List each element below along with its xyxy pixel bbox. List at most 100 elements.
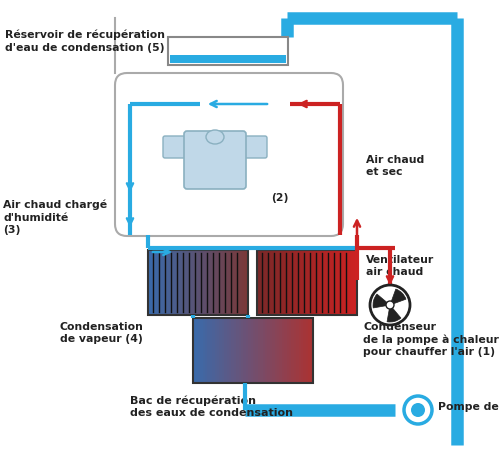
Bar (329, 250, 332, 315)
Bar (218, 250, 220, 315)
Bar (193, 318, 196, 383)
Text: Ventilateur
air chaud: Ventilateur air chaud (366, 255, 434, 278)
Wedge shape (387, 305, 401, 322)
Bar (279, 250, 281, 315)
Bar (229, 318, 232, 383)
Bar (261, 250, 264, 315)
Bar (273, 250, 276, 315)
Circle shape (411, 403, 425, 417)
Bar (305, 250, 308, 315)
FancyBboxPatch shape (115, 73, 343, 236)
Bar (244, 318, 246, 383)
Bar (283, 250, 286, 315)
Bar (238, 250, 240, 315)
Bar (284, 318, 287, 383)
Bar (217, 318, 220, 383)
Bar (258, 318, 260, 383)
Bar (234, 318, 236, 383)
Bar (299, 250, 302, 315)
Bar (150, 250, 152, 315)
Bar (296, 318, 299, 383)
Bar (176, 250, 178, 315)
Bar (200, 250, 202, 315)
Bar (224, 250, 226, 315)
Bar (224, 318, 227, 383)
Bar (274, 318, 278, 383)
Bar (168, 37, 288, 65)
Bar (301, 318, 304, 383)
Bar (303, 250, 306, 315)
Bar (166, 250, 168, 315)
Bar (170, 250, 172, 315)
Bar (308, 318, 311, 383)
Bar (337, 250, 340, 315)
Bar (196, 250, 198, 315)
Bar (281, 250, 283, 315)
Bar (242, 250, 244, 315)
Bar (349, 250, 352, 315)
Bar (327, 250, 330, 315)
Bar (162, 250, 164, 315)
Bar (272, 318, 275, 383)
Bar (202, 318, 205, 383)
Text: Pompe de relevage: Pompe de relevage (438, 402, 500, 412)
Bar (226, 250, 228, 315)
Bar (220, 318, 222, 383)
Bar (291, 250, 294, 315)
Bar (311, 250, 314, 315)
Bar (246, 318, 248, 383)
Bar (210, 250, 212, 315)
Bar (202, 250, 204, 315)
Bar (263, 250, 266, 315)
Bar (204, 250, 206, 315)
Ellipse shape (206, 130, 224, 144)
Bar (256, 318, 258, 383)
Bar (325, 250, 328, 315)
Bar (160, 250, 162, 315)
Bar (351, 250, 354, 315)
Bar (200, 318, 203, 383)
Bar (265, 318, 268, 383)
Bar (289, 318, 292, 383)
Bar (295, 250, 298, 315)
Bar (182, 250, 184, 315)
Bar (192, 250, 194, 315)
Bar (196, 318, 198, 383)
Bar (164, 250, 166, 315)
Bar (286, 318, 290, 383)
Bar (355, 250, 358, 315)
Bar (174, 250, 176, 315)
Bar (148, 250, 150, 315)
Bar (343, 250, 345, 315)
Bar (208, 318, 210, 383)
Text: Réservoir de récupération
d'eau de condensation (5): Réservoir de récupération d'eau de conde… (5, 30, 165, 53)
Bar (186, 250, 188, 315)
Bar (271, 250, 274, 315)
Bar (188, 250, 190, 315)
Bar (250, 318, 254, 383)
Bar (216, 250, 218, 315)
Bar (260, 318, 263, 383)
Text: Air chaud chargé
d'humidité
(3): Air chaud chargé d'humidité (3) (3, 200, 107, 235)
Bar (335, 250, 338, 315)
Bar (270, 318, 272, 383)
Circle shape (404, 396, 432, 424)
Bar (293, 250, 296, 315)
Text: Condensation
de vapeur (4): Condensation de vapeur (4) (60, 322, 144, 345)
Bar (214, 250, 216, 315)
Bar (257, 250, 357, 315)
Bar (214, 318, 218, 383)
Bar (190, 250, 192, 315)
Bar (198, 318, 200, 383)
Bar (208, 250, 210, 315)
Bar (282, 318, 284, 383)
Bar (212, 250, 214, 315)
Bar (277, 250, 280, 315)
Bar (317, 250, 320, 315)
Bar (310, 318, 314, 383)
Bar (240, 250, 242, 315)
Bar (148, 250, 248, 315)
Bar (339, 250, 342, 315)
Bar (347, 250, 350, 315)
Bar (234, 250, 236, 315)
